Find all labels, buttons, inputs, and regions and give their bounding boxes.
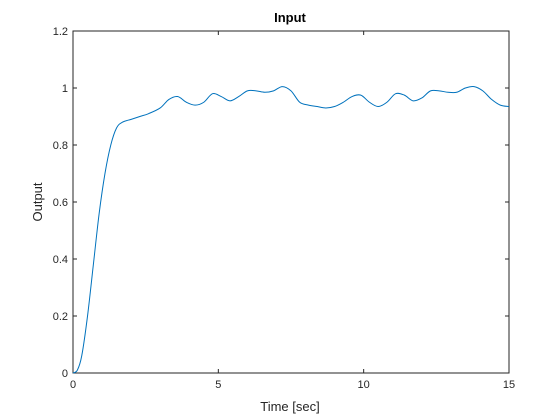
y-tick-label: 0.2 <box>53 311 68 323</box>
series-line <box>72 85 510 374</box>
y-tick-label: 0.6 <box>53 197 68 209</box>
chart-title: Input <box>274 10 306 25</box>
y-tick-label: 0.4 <box>53 254 68 266</box>
x-tick-label: 0 <box>70 379 76 391</box>
x-tick-label: 5 <box>215 379 221 391</box>
y-axis-ticks: 0 0.2 0.4 0.6 0.8 1 1.2 <box>53 26 509 380</box>
x-axis-ticks: 0 5 10 15 <box>70 31 515 391</box>
plot-area <box>72 30 510 374</box>
y-axis-label: Output <box>30 182 45 221</box>
y-tick-label: 1.2 <box>53 26 68 38</box>
y-tick-label: 1 <box>62 83 68 95</box>
series-layer <box>72 85 510 374</box>
x-axis-label: Time [sec] <box>260 399 319 414</box>
y-tick-label: 0 <box>62 368 68 380</box>
x-tick-label: 15 <box>503 379 515 391</box>
x-tick-label: 10 <box>358 379 370 391</box>
y-tick-label: 0.8 <box>53 140 68 152</box>
